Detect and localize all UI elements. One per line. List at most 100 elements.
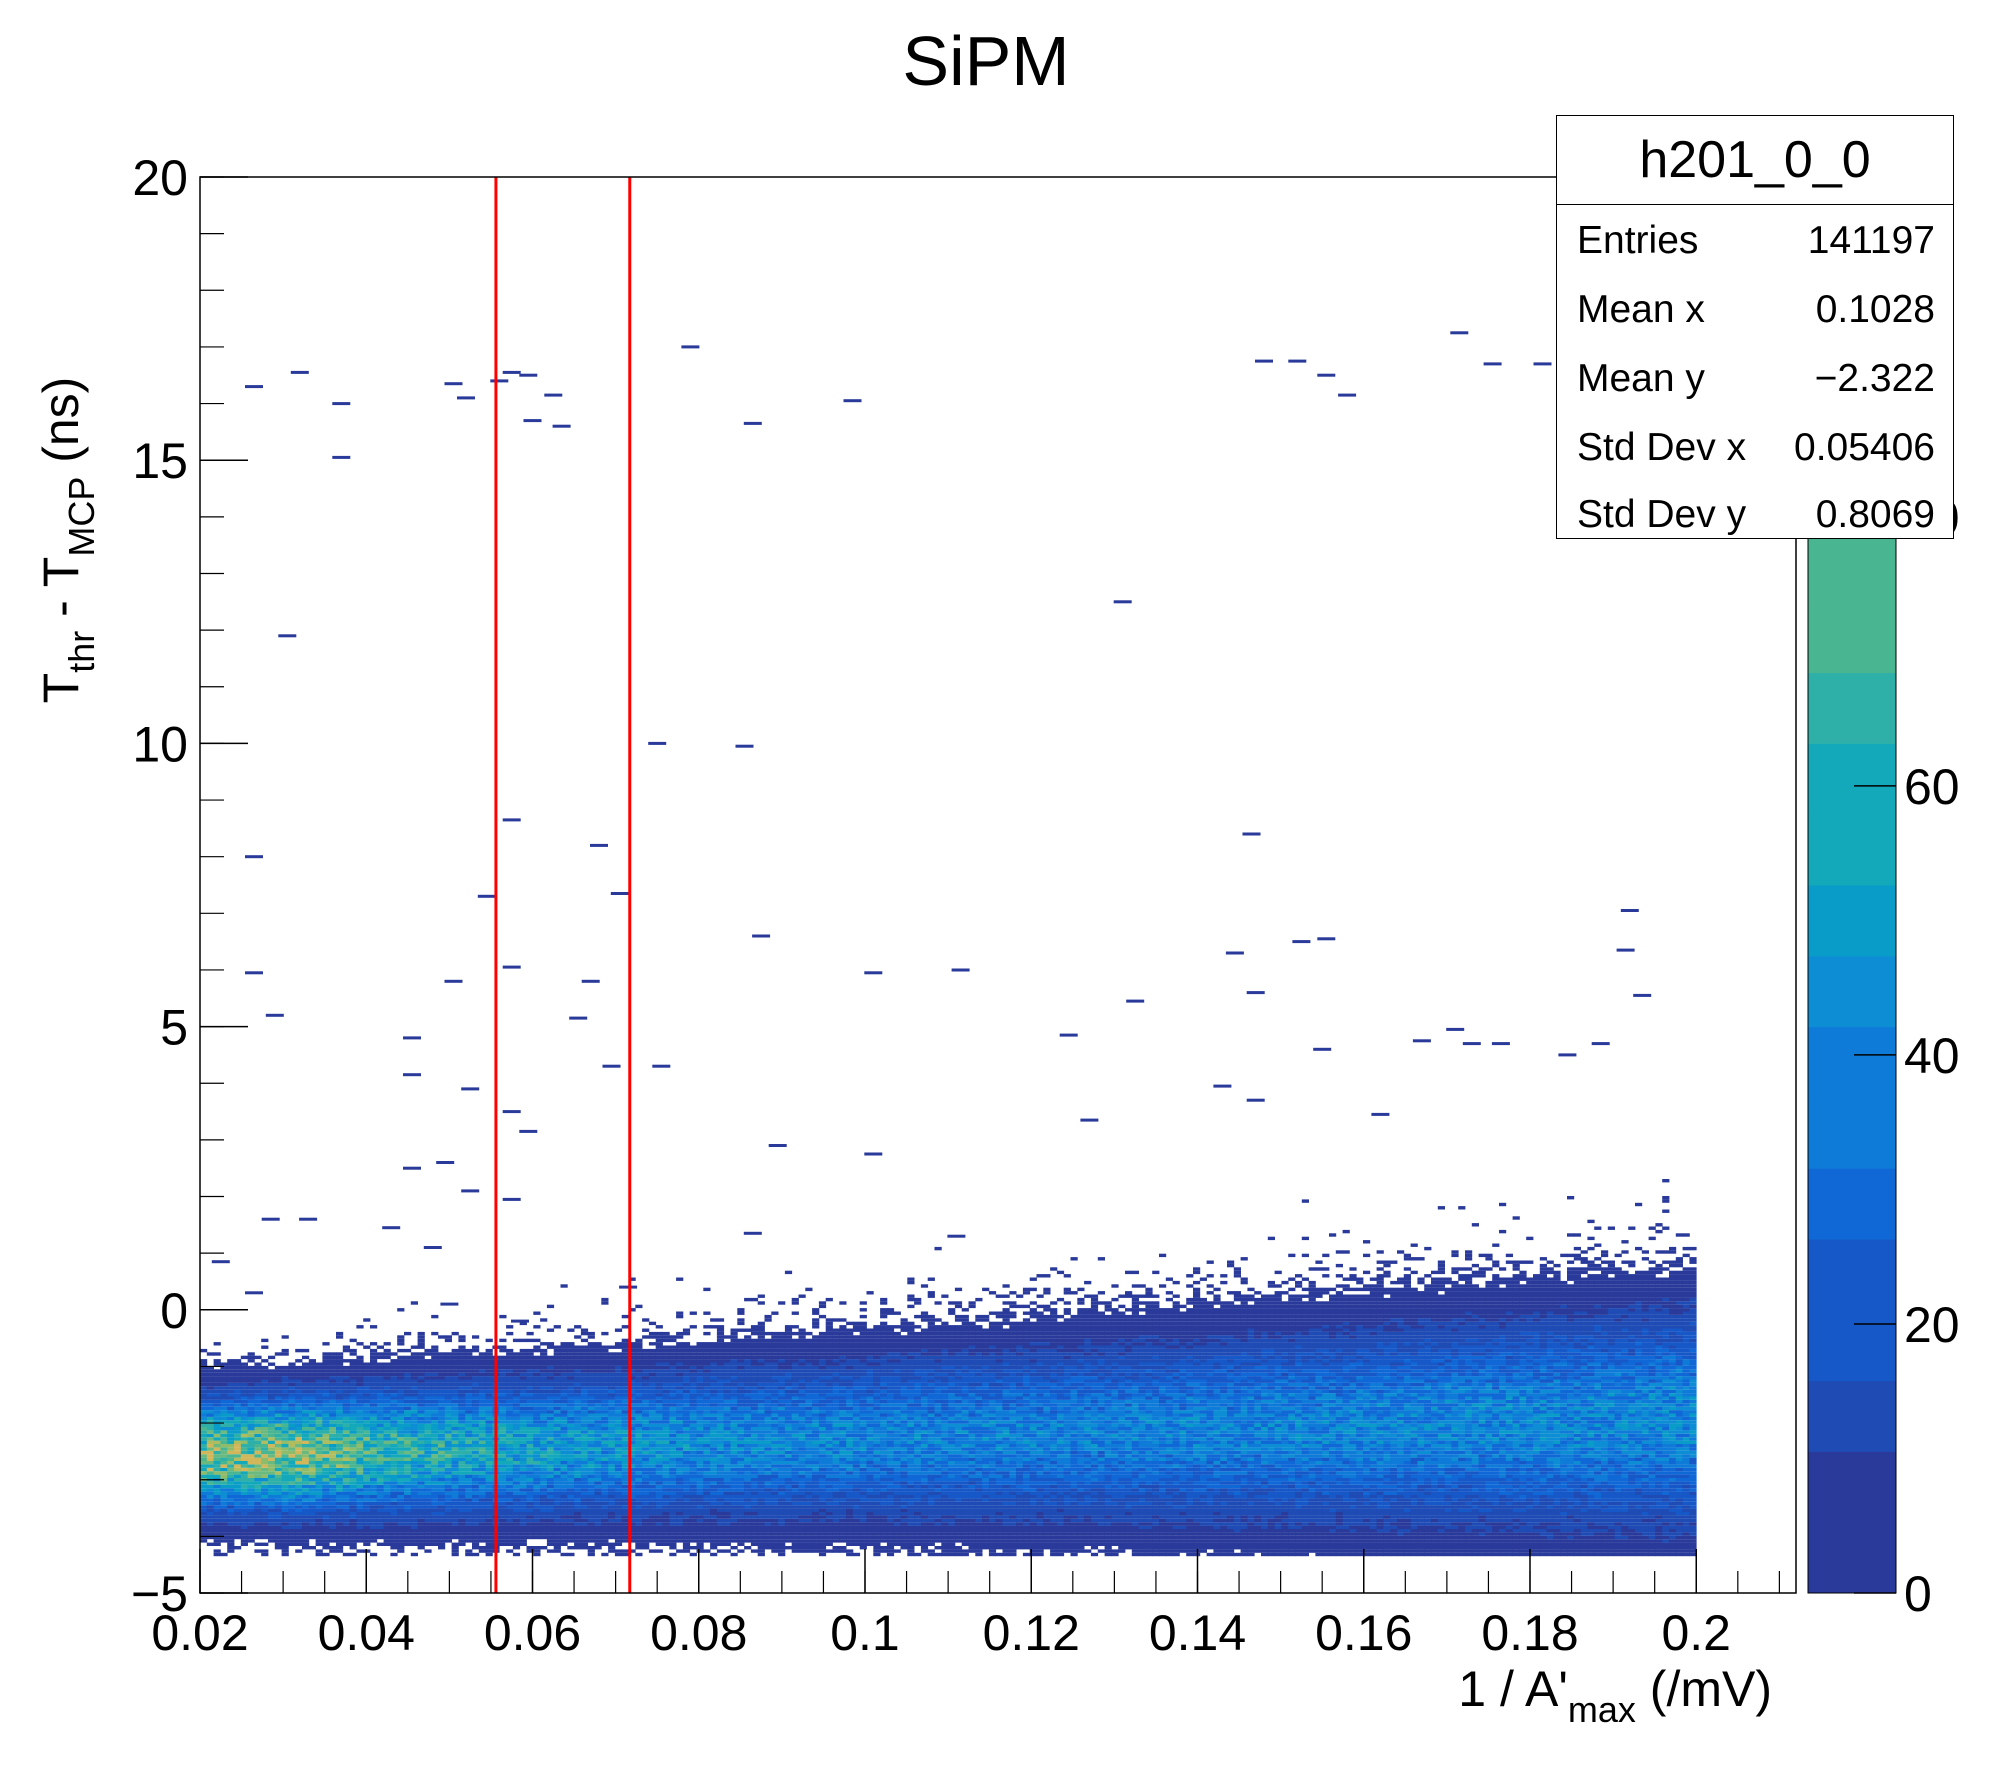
heatmap-cell xyxy=(750,1430,759,1434)
heatmap-cell xyxy=(213,1376,221,1380)
heatmap-cell xyxy=(655,1420,663,1424)
heatmap-cell xyxy=(648,1467,657,1472)
heatmap-cell xyxy=(703,1420,711,1424)
heatmap-cell xyxy=(580,1467,589,1472)
heatmap-cell xyxy=(614,1484,623,1489)
heatmap-cell xyxy=(315,1481,323,1485)
heatmap-cell xyxy=(574,1508,582,1512)
heatmap-cell xyxy=(689,1457,697,1461)
heatmap-cell xyxy=(410,1447,418,1451)
heatmap-cell xyxy=(730,1450,738,1455)
heatmap-cell xyxy=(397,1396,405,1400)
heatmap-cell xyxy=(757,1393,765,1397)
heatmap-cell xyxy=(499,1488,507,1492)
heatmap-cell xyxy=(363,1399,371,1404)
heatmap-cell xyxy=(281,1461,289,1465)
heatmap-cell xyxy=(546,1389,555,1394)
heatmap-cell xyxy=(308,1488,316,1492)
heatmap-cell xyxy=(390,1552,398,1557)
heatmap-cell xyxy=(444,1396,452,1400)
heatmap-cell xyxy=(676,1331,684,1336)
heatmap-cell xyxy=(655,1423,663,1427)
heatmap-cell xyxy=(261,1399,269,1404)
heatmap-cell xyxy=(730,1454,738,1458)
heatmap-cell xyxy=(601,1413,609,1417)
heatmap-cell xyxy=(710,1515,718,1519)
heatmap-cell xyxy=(669,1457,677,1461)
heatmap-cell xyxy=(744,1501,752,1506)
heatmap-cell xyxy=(424,1420,432,1424)
heatmap-cell xyxy=(397,1457,405,1461)
heatmap-cell xyxy=(485,1512,493,1516)
heatmap-cell xyxy=(744,1342,752,1346)
heatmap-cell xyxy=(404,1376,412,1380)
heatmap-cell xyxy=(723,1423,731,1427)
heatmap-cell xyxy=(206,1386,214,1390)
heatmap-cell xyxy=(247,1440,255,1444)
heatmap-cell xyxy=(281,1498,289,1502)
heatmap-cell xyxy=(546,1365,555,1370)
heatmap-cell xyxy=(608,1464,616,1468)
heatmap-cell xyxy=(703,1379,711,1383)
heatmap-cell xyxy=(281,1542,289,1546)
heatmap-cell xyxy=(438,1546,446,1550)
heatmap-cell xyxy=(601,1437,609,1441)
heatmap-cell xyxy=(240,1406,248,1411)
heatmap-cell xyxy=(676,1464,684,1468)
heatmap-cell xyxy=(465,1430,473,1434)
heatmap-cell xyxy=(322,1406,330,1411)
heatmap-cell xyxy=(383,1393,391,1397)
heatmap-cell xyxy=(322,1396,330,1400)
heatmap-cell xyxy=(546,1379,555,1383)
heatmap-cell xyxy=(472,1478,480,1482)
heatmap-cell xyxy=(424,1430,432,1434)
heatmap-cell xyxy=(315,1433,323,1438)
heatmap-cell xyxy=(472,1464,480,1468)
heatmap-cell xyxy=(499,1457,507,1461)
heatmap-cell xyxy=(750,1501,759,1506)
heatmap-cell xyxy=(499,1396,507,1400)
heatmap-cell xyxy=(621,1447,629,1451)
heatmap-cell xyxy=(642,1461,650,1465)
heatmap-cell xyxy=(254,1464,262,1468)
heatmap-cell xyxy=(560,1518,568,1523)
heatmap-cell xyxy=(526,1382,534,1387)
heatmap-cell xyxy=(431,1430,439,1434)
heatmap-cell xyxy=(696,1508,704,1512)
heatmap-cell xyxy=(336,1399,344,1404)
heatmap-cell xyxy=(444,1379,452,1383)
heatmap-cell xyxy=(628,1518,636,1523)
heatmap-cell xyxy=(213,1416,221,1421)
heatmap-cell xyxy=(669,1481,677,1485)
heatmap-cell xyxy=(240,1440,248,1444)
heatmap-cell xyxy=(703,1549,711,1553)
heatmap-cell xyxy=(240,1457,248,1461)
heatmap-cell xyxy=(274,1352,282,1356)
heatmap-cell xyxy=(669,1552,677,1557)
heatmap-cell xyxy=(220,1447,228,1451)
heatmap-cell xyxy=(274,1484,282,1489)
heatmap-cell xyxy=(703,1386,711,1390)
heatmap-cell xyxy=(295,1393,303,1397)
heatmap-cell xyxy=(716,1420,725,1424)
heatmap-cell xyxy=(669,1433,677,1438)
heatmap-cell xyxy=(696,1457,704,1461)
heatmap-cell xyxy=(438,1410,446,1414)
heatmap-cell xyxy=(594,1461,602,1465)
heatmap-cell xyxy=(621,1413,629,1417)
heatmap-cell xyxy=(696,1518,704,1523)
heatmap-cell xyxy=(635,1522,643,1526)
heatmap-cell xyxy=(261,1447,269,1451)
heatmap-cell xyxy=(737,1406,745,1411)
heatmap-cell xyxy=(302,1498,310,1502)
heatmap-cell xyxy=(580,1518,589,1523)
heatmap-cell xyxy=(363,1515,371,1519)
heatmap-cell xyxy=(621,1355,629,1360)
heatmap-cell xyxy=(438,1430,446,1434)
heatmap-cell xyxy=(533,1525,541,1529)
heatmap-cell xyxy=(220,1467,228,1472)
heatmap-cell xyxy=(206,1382,214,1387)
heatmap-cell xyxy=(553,1518,561,1523)
heatmap-cell xyxy=(370,1525,378,1529)
heatmap-cell xyxy=(465,1444,473,1448)
